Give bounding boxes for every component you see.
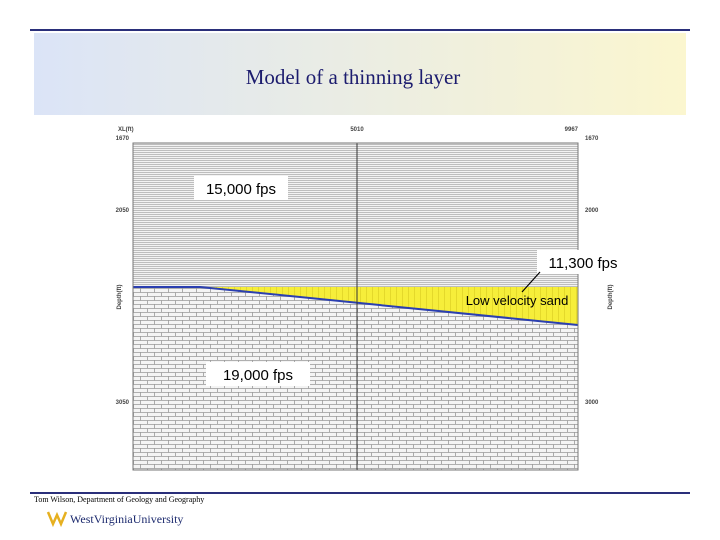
pointer bbox=[521, 271, 541, 293]
left-label: 2050 bbox=[116, 208, 130, 214]
right-label: 2000 bbox=[585, 208, 599, 214]
sand-label: Low velocity sand bbox=[466, 293, 569, 308]
right-label: 3000 bbox=[585, 400, 599, 406]
label-box bbox=[537, 250, 629, 274]
left-label: 3050 bbox=[116, 400, 130, 406]
title: Model of a thinning layer bbox=[246, 65, 461, 89]
layer-label: 11,300 fps bbox=[549, 255, 618, 272]
left-label: 1670 bbox=[116, 136, 130, 142]
top-label: 5010 bbox=[350, 127, 364, 133]
frame bbox=[132, 142, 579, 471]
axis-label: Depth(ft) bbox=[608, 285, 614, 310]
model: XL(ft) 5010 9967 1670 2050 3050 1670 200… bbox=[116, 127, 629, 471]
top-label: 9967 bbox=[565, 127, 579, 133]
layer-label: 15,000 fps bbox=[206, 181, 276, 198]
horizon bbox=[133, 286, 579, 326]
lower-layer bbox=[133, 287, 578, 470]
axis-label: Depth(ft) bbox=[117, 285, 123, 310]
header-band bbox=[34, 33, 686, 115]
logo-mark bbox=[46, 511, 68, 528]
right-label: 1670 bbox=[585, 136, 599, 142]
label-box bbox=[194, 176, 288, 200]
credit: Tom Wilson, Department of Geology and Ge… bbox=[34, 495, 204, 504]
top-label: XL(ft) bbox=[118, 127, 134, 133]
label-box bbox=[206, 362, 310, 386]
logo-text: WestVirginiaUniversity bbox=[70, 512, 183, 526]
layer-label: 19,000 fps bbox=[223, 367, 293, 384]
